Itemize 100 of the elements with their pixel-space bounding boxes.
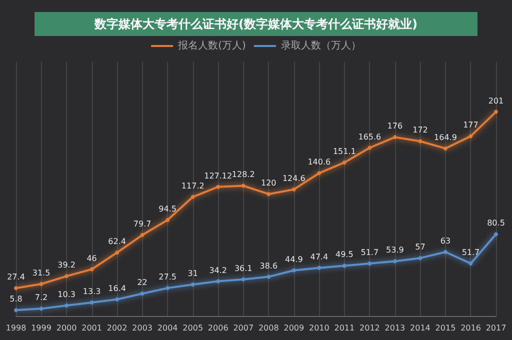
data-label: 51.7 xyxy=(360,248,379,257)
data-label: 172 xyxy=(412,126,428,135)
data-label: 5.8 xyxy=(10,294,22,304)
data-label: 39.2 xyxy=(58,260,76,270)
point xyxy=(39,282,44,286)
point xyxy=(266,274,271,279)
x-tick-label: 2014 xyxy=(410,324,430,332)
legend-label: 报名人数(万人) xyxy=(177,40,246,52)
data-label: 140.6 xyxy=(308,158,331,167)
data-label: 94.5 xyxy=(158,204,176,214)
data-label: 31.5 xyxy=(32,268,50,278)
data-label: 177 xyxy=(463,120,478,130)
point xyxy=(64,274,69,278)
point xyxy=(115,250,120,255)
x-tick-label: 2007 xyxy=(233,324,254,332)
data-label: 63 xyxy=(440,236,451,246)
point xyxy=(190,282,195,287)
x-tick-label: 1999 xyxy=(31,324,52,332)
x-tick-label: 2003 xyxy=(132,324,152,332)
chart-title: 数字媒体大专考什么证书好(数字媒体大专考什么证书好就业) xyxy=(94,17,418,31)
point xyxy=(342,160,346,164)
point xyxy=(392,135,397,140)
data-label: 31 xyxy=(188,269,198,278)
x-tick-label: 2006 xyxy=(208,324,228,332)
point xyxy=(317,266,322,270)
data-label: 127.12 xyxy=(204,171,232,180)
data-label: 151.1 xyxy=(332,146,356,156)
point xyxy=(266,192,271,196)
point xyxy=(241,184,246,188)
point xyxy=(368,146,372,150)
point xyxy=(392,259,397,264)
x-tick-label: 2011 xyxy=(334,324,355,332)
data-label: 53.9 xyxy=(386,246,404,255)
point xyxy=(216,279,220,284)
x-tick-label: 2009 xyxy=(284,324,304,332)
data-label: 201 xyxy=(488,96,504,106)
data-label: 47.4 xyxy=(310,252,328,262)
point xyxy=(342,264,346,268)
point xyxy=(494,232,498,236)
point xyxy=(140,233,144,238)
point xyxy=(292,187,296,192)
data-label: 44.9 xyxy=(284,254,303,264)
x-tick-label: 2008 xyxy=(258,324,279,332)
data-label: 51.7 xyxy=(462,248,480,257)
x-tick-label: 2010 xyxy=(308,324,330,332)
data-label: 128.2 xyxy=(232,170,255,180)
point xyxy=(468,134,473,138)
x-tick-label: 2005 xyxy=(182,324,204,332)
point xyxy=(292,268,296,272)
point xyxy=(216,184,220,189)
data-label: 124.6 xyxy=(282,174,306,183)
data-label: 38.6 xyxy=(260,261,278,270)
x-tick-label: 2000 xyxy=(56,324,77,332)
point xyxy=(443,250,448,254)
data-label: 120 xyxy=(260,178,276,188)
data-label: 22 xyxy=(137,278,148,288)
data-label: 117.2 xyxy=(181,181,204,190)
data-label: 13.3 xyxy=(82,286,101,296)
data-label: 7.2 xyxy=(34,293,48,302)
data-label: 27.5 xyxy=(158,272,176,282)
point xyxy=(468,261,473,266)
data-label: 36.1 xyxy=(234,264,252,273)
point xyxy=(39,306,44,311)
point xyxy=(241,277,246,282)
x-tick-label: 2015 xyxy=(435,324,456,332)
x-tick-label: 2002 xyxy=(106,324,128,332)
legend-label: 录取人数（万人） xyxy=(280,40,361,52)
point xyxy=(90,267,94,272)
data-label: 164.9 xyxy=(434,132,457,142)
point xyxy=(115,297,120,302)
x-tick-label: 1998 xyxy=(6,324,26,332)
point xyxy=(443,146,448,150)
x-tick-label: 2004 xyxy=(157,324,178,332)
data-label: 176 xyxy=(387,122,403,131)
point xyxy=(90,300,94,304)
point xyxy=(418,139,422,144)
data-label: 79.7 xyxy=(133,220,152,229)
data-label: 57 xyxy=(415,242,426,252)
data-label: 80.5 xyxy=(487,218,505,228)
point xyxy=(14,308,18,312)
point xyxy=(14,286,18,290)
x-tick-label: 2016 xyxy=(460,324,481,332)
point xyxy=(140,292,144,296)
point xyxy=(166,286,170,290)
point xyxy=(368,261,372,266)
data-label: 62.4 xyxy=(108,237,126,246)
x-tick-label: 2001 xyxy=(82,324,102,332)
x-tick-label: 2013 xyxy=(384,324,406,332)
data-label: 34.2 xyxy=(209,266,228,275)
data-label: 165.6 xyxy=(358,132,382,142)
point xyxy=(190,194,195,199)
point xyxy=(418,256,422,260)
data-label: 49.5 xyxy=(336,250,354,260)
x-tick-label: 2012 xyxy=(360,324,380,332)
x-tick-label: 2017 xyxy=(486,324,506,332)
point xyxy=(317,171,322,176)
point xyxy=(494,110,498,114)
data-label: 10.3 xyxy=(58,290,76,300)
point xyxy=(64,304,69,308)
point xyxy=(166,218,170,222)
